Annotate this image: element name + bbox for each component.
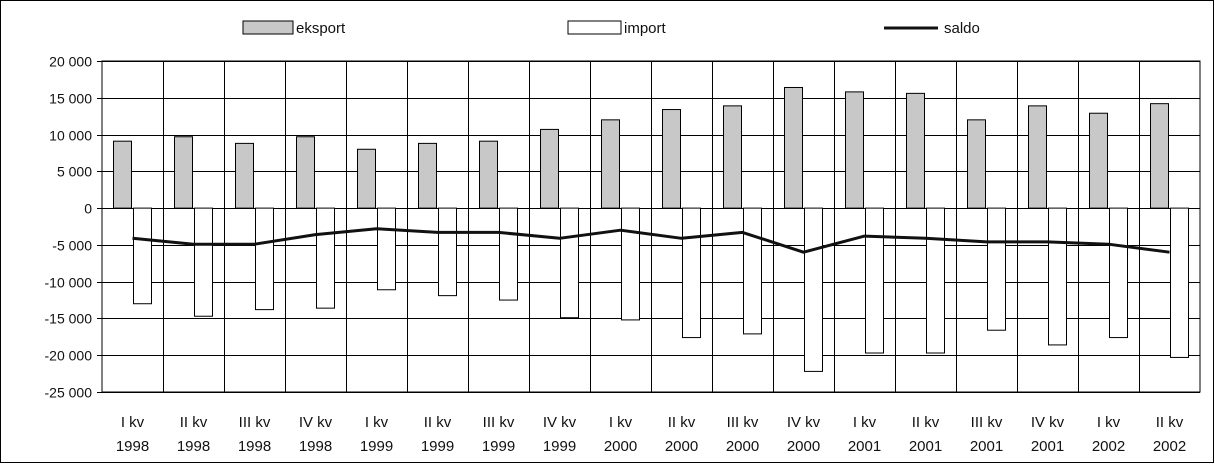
legend-label-eksport: eksport: [296, 20, 346, 37]
legend: eksport import saldo: [242, 20, 980, 37]
legend-swatch-import: [567, 20, 622, 35]
x-tick-label-year: 1999: [482, 438, 515, 455]
bar-import: [377, 207, 396, 291]
bar-import: [1048, 207, 1067, 346]
bar-eksport: [479, 140, 498, 209]
bar-eksport: [601, 119, 620, 209]
x-tick-label-year: 1998: [116, 438, 149, 455]
x-tick-label-year: 2000: [726, 438, 759, 455]
bar-eksport: [1150, 103, 1169, 209]
y-tick-label: 0: [84, 201, 92, 217]
x-tick-label-quarter: II kv: [912, 414, 940, 431]
x-tick-label-quarter: I kv: [121, 414, 145, 431]
bar-import: [499, 207, 518, 301]
bar-import: [560, 207, 579, 319]
bar-eksport: [906, 92, 925, 209]
saldo-line-group: [132, 227, 1170, 254]
bar-eksport: [662, 109, 681, 209]
x-tick-label-year: 2001: [1031, 438, 1064, 455]
y-tick-label: -15 000: [45, 311, 93, 327]
bar-eksport: [418, 142, 437, 209]
y-tick-label: -10 000: [45, 275, 93, 291]
bar-import: [194, 207, 213, 317]
x-tick-label-year: 2000: [665, 438, 698, 455]
x-tick-label-year: 2000: [604, 438, 637, 455]
bar-import: [987, 207, 1006, 331]
x-tick-label-quarter: IV kv: [299, 414, 333, 431]
bar-import: [438, 207, 457, 297]
x-tick-label-quarter: I kv: [1097, 414, 1121, 431]
saldo-line: [132, 227, 1170, 254]
bar-eksport: [235, 142, 254, 209]
grid: [101, 60, 1201, 393]
x-tick-label-year: 2002: [1092, 438, 1125, 455]
x-tick-label-quarter: II kv: [668, 414, 696, 431]
x-tick-label-year: 1998: [299, 438, 332, 455]
x-tick-label-quarter: III kv: [727, 414, 759, 431]
y-tick-label: 10 000: [49, 128, 92, 144]
x-axis: I kv 1998 II kv 1998 III kv 1998 IV kv 1998 I kv…: [116, 414, 1186, 455]
x-tick-label-year: 2001: [970, 438, 1003, 455]
bar-eksport: [784, 86, 803, 209]
x-tick-label-year: 2000: [787, 438, 820, 455]
x-tick-label-quarter: II kv: [180, 414, 208, 431]
bar-eksport: [296, 136, 315, 209]
x-tick-label-quarter: I kv: [365, 414, 389, 431]
bar-eksport: [357, 148, 376, 209]
y-tick-label: -20 000: [45, 348, 93, 364]
y-tick-label: 15 000: [49, 91, 92, 107]
bar-import: [1109, 207, 1128, 339]
bar-eksport: [845, 91, 864, 209]
x-tick-label-quarter: IV kv: [543, 414, 577, 431]
bar-import: [743, 207, 762, 335]
y-tick-label: -25 000: [45, 385, 93, 401]
bar-import: [621, 207, 640, 321]
x-tick-label-quarter: III kv: [971, 414, 1003, 431]
bar-import: [316, 207, 335, 309]
bar-eksport: [967, 119, 986, 209]
x-tick-label-quarter: I kv: [609, 414, 633, 431]
bar-import: [133, 207, 152, 305]
bar-import: [255, 207, 274, 311]
x-tick-label-year: 2001: [848, 438, 881, 455]
y-tick-label: 20 000: [49, 54, 92, 70]
bars: [113, 86, 1189, 372]
legend-label-saldo: saldo: [944, 20, 980, 37]
bar-import: [865, 207, 884, 354]
bar-eksport: [1028, 105, 1047, 209]
bar-eksport: [540, 128, 559, 209]
x-tick-label-year: 1999: [421, 438, 454, 455]
x-tick-label-year: 2001: [909, 438, 942, 455]
bar-import: [926, 207, 945, 354]
y-tick-label: -5 000: [52, 238, 92, 254]
bar-import: [682, 207, 701, 339]
bar-eksport: [723, 105, 742, 209]
x-tick-label-quarter: III kv: [239, 414, 271, 431]
legend-label-import: import: [624, 20, 667, 37]
x-tick-label-quarter: II kv: [424, 414, 452, 431]
bar-eksport: [113, 140, 132, 209]
x-tick-label-year: 1999: [360, 438, 393, 455]
x-tick-label-year: 1998: [177, 438, 210, 455]
bar-import: [1170, 207, 1189, 358]
x-tick-label-quarter: II kv: [1156, 414, 1184, 431]
y-axis: 20 000 15 000 10 000 5 000 0 -5 000 -10 000 -15…: [45, 54, 102, 401]
x-tick-label-year: 1998: [238, 438, 271, 455]
x-tick-label-year: 2002: [1153, 438, 1186, 455]
x-tick-label-year: 1999: [543, 438, 576, 455]
x-tick-label-quarter: IV kv: [787, 414, 821, 431]
bar-import: [804, 207, 823, 372]
x-tick-label-quarter: I kv: [853, 414, 877, 431]
x-tick-label-quarter: IV kv: [1031, 414, 1065, 431]
legend-swatch-eksport: [242, 20, 294, 35]
y-tick-label: 5 000: [57, 164, 92, 180]
bar-eksport: [174, 136, 193, 209]
bar-eksport: [1089, 112, 1108, 209]
x-tick-label-quarter: III kv: [483, 414, 515, 431]
